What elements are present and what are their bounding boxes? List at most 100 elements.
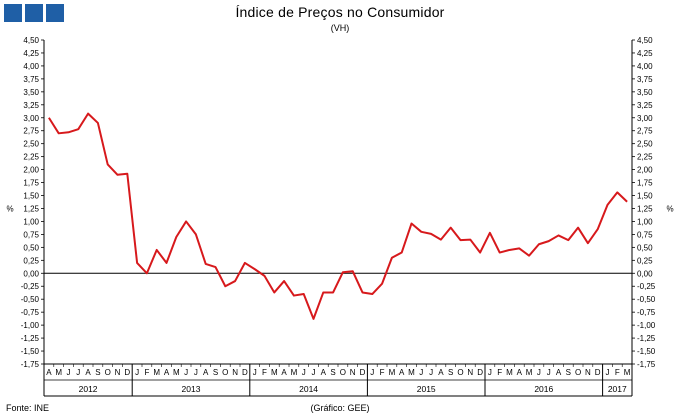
right-y-tick-label: -0,75 <box>637 308 656 317</box>
right-y-tick-label: 0,50 <box>637 243 653 252</box>
month-tick-label: O <box>575 368 581 377</box>
left-y-tick-label: 1,50 <box>23 192 39 201</box>
series-line <box>48 112 628 320</box>
month-tick-label: D <box>477 368 483 377</box>
month-tick-label: M <box>408 368 415 377</box>
left-y-tick-label: 2,75 <box>23 127 39 136</box>
month-tick-label: S <box>448 368 453 377</box>
left-y-tick-label: 3,50 <box>23 88 39 97</box>
month-tick-label: A <box>321 368 327 377</box>
logo-square-2 <box>25 4 43 22</box>
month-tick-label: D <box>360 368 366 377</box>
month-tick-label: A <box>517 368 523 377</box>
month-tick-label: J <box>312 368 316 377</box>
month-tick-label: N <box>350 368 356 377</box>
month-tick-label: M <box>389 368 396 377</box>
month-tick-label: J <box>67 368 71 377</box>
source-note: Fonte: INE <box>6 403 50 413</box>
logo <box>4 4 64 22</box>
month-tick-label: S <box>330 368 335 377</box>
year-label: 2012 <box>79 384 98 394</box>
left-y-axis: -1,75 -1,50 -1,25 -1,00 -0,75 -0,50 -0,25 0,00 0… <box>6 36 44 369</box>
right-y-tick-label: -1,00 <box>637 321 656 330</box>
month-tick-label: S <box>95 368 100 377</box>
logo-square-1 <box>4 4 22 22</box>
month-tick-label: J <box>76 368 80 377</box>
month-tick-label: A <box>438 368 444 377</box>
month-tick-label: J <box>135 368 139 377</box>
month-tick-label: M <box>271 368 278 377</box>
plot-area <box>48 112 628 320</box>
month-tick-label: M <box>173 368 180 377</box>
month-tick-label: D <box>595 368 601 377</box>
right-y-tick-label: 4,25 <box>637 49 653 58</box>
month-tick-label: A <box>281 368 287 377</box>
month-tick-label: J <box>488 368 492 377</box>
month-tick-label: M <box>291 368 298 377</box>
month-tick-label: D <box>242 368 248 377</box>
month-tick-label: M <box>526 368 533 377</box>
left-y-tick-label: 1,75 <box>23 179 39 188</box>
chart-subtitle: (VH) <box>330 23 350 33</box>
right-y-tick-label: 2,75 <box>637 127 653 136</box>
month-tick-label: O <box>457 368 463 377</box>
right-y-tick-label: 2,25 <box>637 153 653 162</box>
month-tick-label: S <box>566 368 571 377</box>
left-y-tick-label: -1,75 <box>21 360 40 369</box>
month-tick-label: O <box>340 368 346 377</box>
left-y-tick-label: 0,00 <box>23 269 39 278</box>
right-y-tick-label: -1,25 <box>637 334 656 343</box>
month-tick-label: A <box>85 368 91 377</box>
left-y-tick-label: 2,00 <box>23 166 39 175</box>
month-tick-label: J <box>184 368 188 377</box>
left-y-tick-label: -1,00 <box>21 321 40 330</box>
year-label: 2017 <box>608 384 627 394</box>
left-y-tick-label: 3,75 <box>23 75 39 84</box>
right-y-tick-label: -0,25 <box>637 282 656 291</box>
month-tick-label: A <box>164 368 170 377</box>
right-y-axis: -1,75 -1,50 -1,25 -1,00 -0,75 -0,50 -0,25 0,00 0… <box>632 36 674 369</box>
month-tick-label: O <box>222 368 228 377</box>
month-tick-label: N <box>115 368 121 377</box>
left-y-tick-label: 2,50 <box>23 140 39 149</box>
month-tick-label: A <box>556 368 562 377</box>
month-tick-label: N <box>232 368 238 377</box>
left-y-axis-label: % <box>6 204 13 213</box>
month-tick-label: F <box>262 368 267 377</box>
left-y-tick-label: -0,50 <box>21 295 40 304</box>
right-y-axis-label: % <box>666 204 673 213</box>
month-tick-label: J <box>537 368 541 377</box>
left-y-tick-label: 4,00 <box>23 62 39 71</box>
month-tick-label: J <box>419 368 423 377</box>
left-y-tick-label: 4,50 <box>23 36 39 45</box>
right-y-tick-label: 1,00 <box>637 217 653 226</box>
chart-title: Índice de Preços no Consumidor <box>235 4 445 20</box>
right-y-tick-label: 2,50 <box>637 140 653 149</box>
month-tick-label: D <box>124 368 130 377</box>
left-y-tick-label: -1,25 <box>21 334 40 343</box>
left-y-tick-label: 0,50 <box>23 243 39 252</box>
left-y-tick-label: 3,25 <box>23 101 39 110</box>
month-tick-label: M <box>624 368 631 377</box>
month-tick-label: F <box>615 368 620 377</box>
right-y-tick-label: 3,50 <box>637 88 653 97</box>
month-tick-label: A <box>46 368 52 377</box>
month-tick-label: J <box>547 368 551 377</box>
month-tick-label: J <box>370 368 374 377</box>
right-y-tick-label: 0,00 <box>637 269 653 278</box>
left-y-tick-label: 4,25 <box>23 49 39 58</box>
month-tick-label: F <box>144 368 149 377</box>
left-y-tick-label: -0,25 <box>21 282 40 291</box>
month-tick-label: J <box>253 368 257 377</box>
right-y-tick-label: -0,50 <box>637 295 656 304</box>
month-tick-label: A <box>203 368 209 377</box>
right-y-tick-label: 4,50 <box>637 36 653 45</box>
right-y-tick-label: 1,25 <box>637 204 653 213</box>
left-y-tick-label: -0,75 <box>21 308 40 317</box>
right-y-tick-label: -1,75 <box>637 360 656 369</box>
month-tick-label: M <box>55 368 62 377</box>
right-y-tick-label: 4,00 <box>637 62 653 71</box>
left-y-tick-label: 1,00 <box>23 217 39 226</box>
